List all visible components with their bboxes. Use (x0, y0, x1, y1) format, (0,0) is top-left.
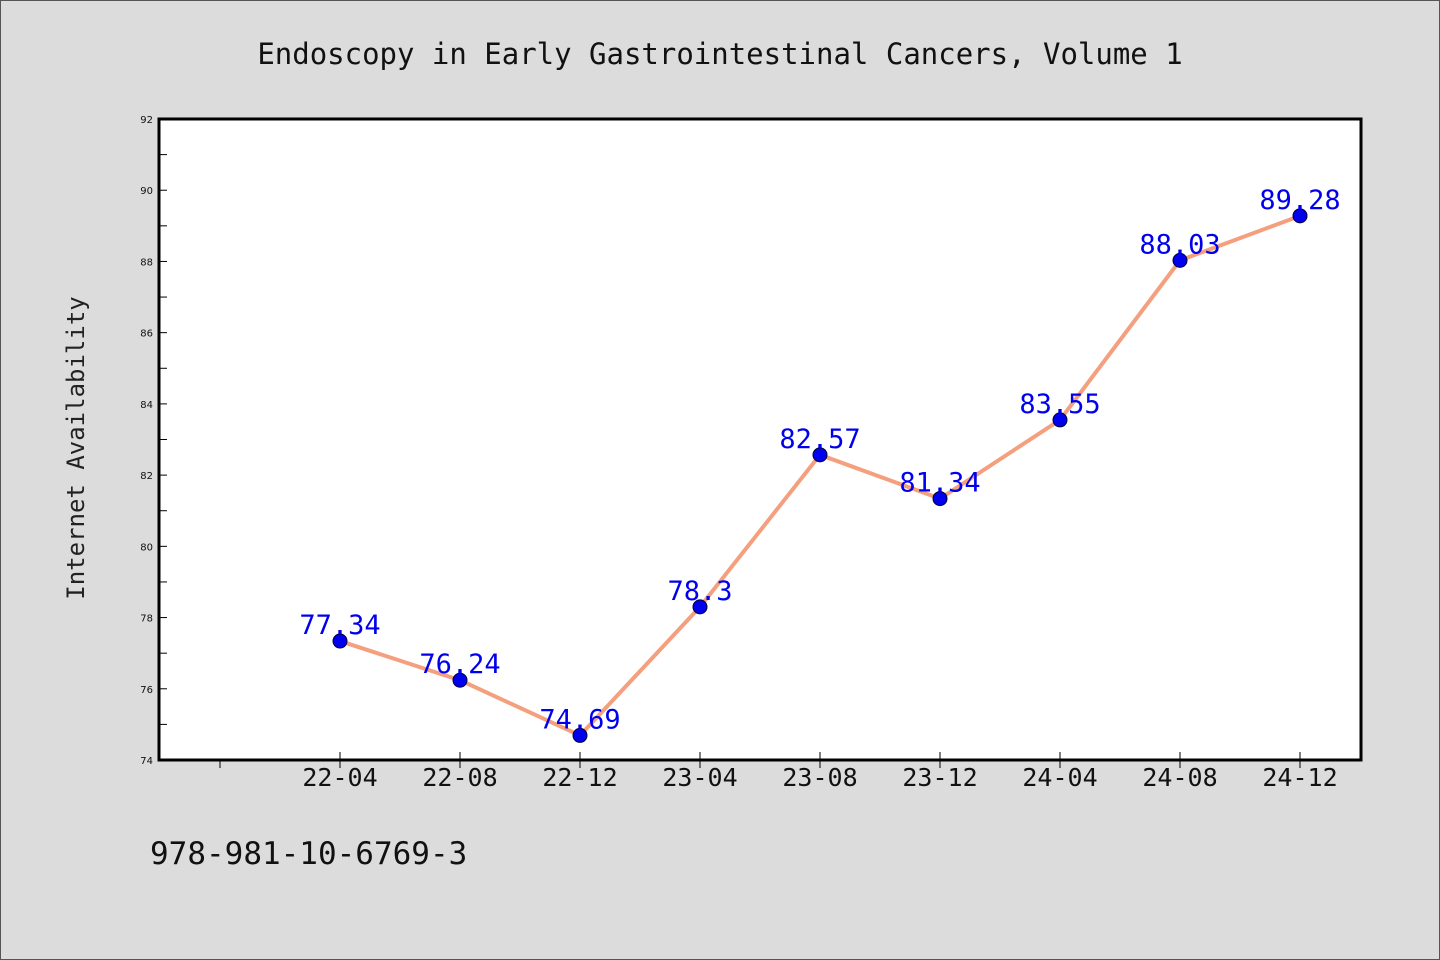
data-point (692, 599, 708, 615)
data-label: 83.55 (1019, 389, 1100, 420)
data-point (452, 672, 468, 688)
data-point (1052, 412, 1068, 428)
data-label: 88.03 (1139, 229, 1220, 260)
x-tick-label: 24-12 (1262, 763, 1337, 792)
data-label: 74.69 (539, 704, 620, 735)
data-point (932, 491, 948, 507)
y-tick-label: 84 (140, 400, 153, 411)
y-tick-label: 88 (140, 257, 153, 268)
series-points (332, 208, 1308, 743)
y-tick-label: 80 (140, 542, 153, 553)
x-tick-label: 23-04 (662, 763, 737, 792)
data-label: 89.28 (1259, 185, 1340, 216)
x-tick-label: 24-04 (1022, 763, 1097, 792)
data-label: 78.3 (667, 576, 732, 607)
y-tick-label: 78 (140, 614, 153, 625)
x-tick-label: 22-04 (302, 763, 377, 792)
x-tick-label: 22-08 (422, 763, 497, 792)
x-axis-ticks: 22-04 22-08 22-12 23-04 23-08 23-12 24-04 24-08… (219, 752, 1338, 792)
y-tick-label: 86 (140, 329, 153, 340)
data-point (1172, 252, 1188, 268)
data-label: 76.24 (419, 649, 500, 680)
y-tick-label: 90 (140, 186, 153, 197)
x-tick-label: 23-08 (782, 763, 857, 792)
x-tick-label: 22-12 (542, 763, 617, 792)
data-label: 77.34 (299, 610, 380, 641)
data-label: 81.34 (899, 468, 980, 499)
y-tick-label: 82 (140, 471, 153, 482)
data-point (1292, 208, 1308, 224)
x-tick-label: 24-08 (1142, 763, 1217, 792)
y-axis-ticks: 74 76 78 80 82 84 86 88 90 92 (140, 115, 167, 767)
data-label: 82.57 (779, 424, 860, 455)
plot-area (157, 117, 1363, 762)
data-point (572, 727, 588, 743)
data-labels: 77.34 76.24 74.69 78.3 82.57 81.34 83.55 88.03 8… (299, 185, 1340, 736)
data-point (332, 633, 348, 649)
isbn-footer: 978-981-10-6769-3 (150, 836, 467, 872)
y-axis-label: Internet Availability (62, 296, 90, 599)
chart-title: Endoscopy in Early Gastrointestinal Canc… (257, 37, 1182, 71)
x-tick-label: 23-12 (902, 763, 977, 792)
data-point (812, 447, 828, 463)
y-tick-label: 92 (140, 115, 153, 126)
y-tick-label: 76 (140, 685, 153, 696)
y-tick-label: 74 (140, 756, 153, 767)
